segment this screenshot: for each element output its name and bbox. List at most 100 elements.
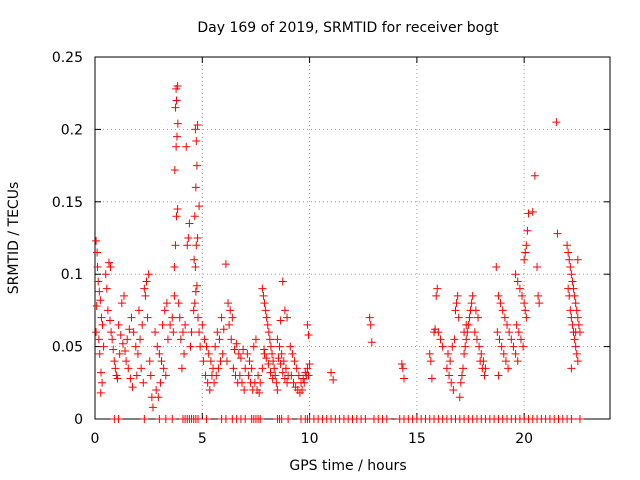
data-point — [450, 335, 459, 344]
data-point — [94, 335, 103, 344]
data-point — [266, 368, 275, 377]
chart-title: Day 169 of 2019, SRMTID for receiver bog… — [197, 20, 499, 36]
data-point — [122, 357, 131, 366]
x-axis-label: GPS time / hours — [289, 458, 406, 474]
data-point — [141, 291, 150, 300]
data-point — [163, 335, 172, 344]
data-point — [270, 364, 279, 373]
data-point — [436, 335, 445, 344]
data-point — [101, 270, 110, 279]
data-point — [522, 313, 531, 322]
data-point — [234, 349, 243, 358]
data-point — [292, 364, 301, 373]
data-point — [173, 205, 182, 214]
data-point — [260, 345, 269, 354]
data-point — [183, 241, 192, 250]
data-point — [462, 320, 471, 329]
data-point — [448, 342, 457, 351]
axis-ticks: 0 5 10 15 20 0 0.05 0.1 0.15 0.2 0.25 — [52, 50, 610, 447]
data-point — [470, 328, 479, 337]
data-point — [571, 299, 580, 308]
data-point — [134, 306, 143, 315]
data-point — [443, 349, 452, 358]
data-point — [465, 313, 474, 322]
data-point — [496, 299, 505, 308]
data-point — [573, 255, 582, 264]
data-point — [127, 313, 136, 322]
data-point — [110, 357, 119, 366]
data-point — [278, 277, 287, 286]
data-point — [161, 371, 170, 380]
data-point — [533, 262, 542, 271]
data-point — [192, 241, 201, 250]
data-point — [567, 415, 576, 423]
data-point — [158, 320, 167, 329]
data-point — [520, 255, 529, 264]
data-point — [171, 103, 180, 112]
data-point — [166, 320, 175, 329]
data-point — [221, 260, 230, 269]
data-point — [457, 371, 466, 380]
data-point — [287, 371, 296, 380]
data-point — [159, 364, 168, 373]
data-point — [476, 357, 485, 366]
data-point — [566, 306, 575, 315]
data-point — [193, 121, 202, 130]
data-point — [193, 234, 202, 242]
data-point — [172, 212, 181, 221]
data-point — [189, 306, 198, 315]
data-point — [186, 342, 195, 351]
data-point — [275, 342, 284, 351]
data-point — [97, 368, 106, 377]
data-point — [461, 342, 470, 351]
data-point — [106, 316, 115, 325]
data-point — [451, 306, 460, 315]
data-point — [140, 415, 149, 423]
x-tick-label: 10 — [301, 431, 319, 447]
data-point — [148, 403, 157, 412]
data-point — [237, 378, 246, 387]
data-point — [509, 342, 518, 351]
data-point — [534, 291, 543, 300]
data-point — [262, 354, 271, 363]
data-point — [471, 306, 480, 315]
data-point — [244, 371, 253, 380]
data-point — [123, 335, 132, 344]
data-point — [530, 171, 539, 180]
data-point — [511, 349, 520, 358]
data-point — [213, 328, 222, 337]
data-point — [264, 359, 273, 368]
data-point — [98, 320, 107, 329]
data-point — [172, 96, 181, 105]
data-point — [131, 342, 140, 351]
data-point — [426, 357, 435, 366]
data-point — [140, 284, 149, 293]
data-point — [128, 383, 137, 392]
data-point — [124, 364, 133, 373]
data-point — [268, 374, 277, 383]
data-point — [117, 299, 126, 308]
data-point — [106, 262, 115, 271]
data-point — [92, 328, 101, 337]
data-point — [214, 364, 223, 373]
data-point — [160, 306, 169, 315]
data-point — [329, 375, 338, 384]
data-point — [273, 386, 282, 395]
data-point — [239, 345, 248, 354]
data-point — [280, 306, 289, 315]
data-point — [280, 374, 289, 383]
data-point — [455, 393, 464, 402]
data-point — [269, 357, 278, 366]
data-point — [145, 357, 154, 366]
data-point — [181, 320, 190, 329]
data-point — [200, 335, 209, 344]
data-point — [433, 284, 442, 293]
data-point — [151, 328, 160, 337]
data-point — [107, 328, 116, 337]
data-point — [276, 316, 285, 325]
data-point — [521, 306, 530, 315]
data-point — [111, 364, 120, 373]
data-point — [494, 291, 503, 300]
y-axis-label: SRMTID / TECUs — [6, 182, 22, 295]
data-point — [218, 349, 227, 358]
